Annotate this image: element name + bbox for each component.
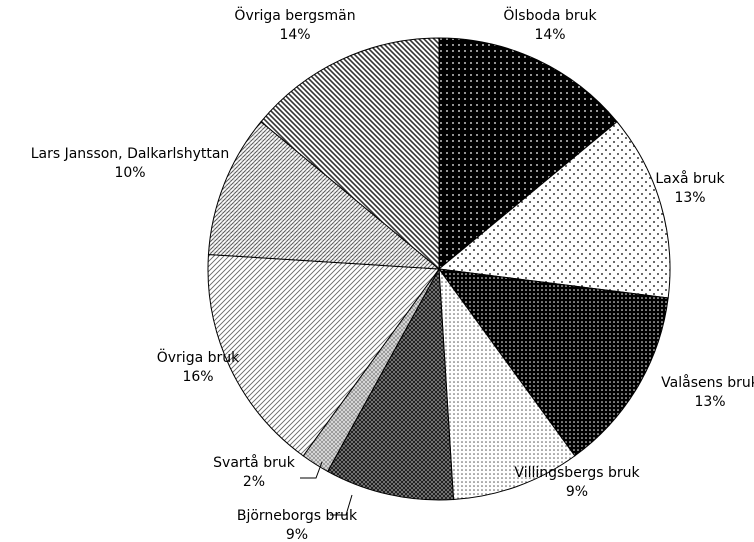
slice-percent: 14% — [279, 27, 310, 43]
slice-percent: 13% — [674, 190, 705, 206]
slice-label: Lars Jansson, Dalkarlshyttan — [31, 146, 230, 162]
slice-label: Övriga bergsmän — [234, 6, 355, 24]
slice-percent: 9% — [286, 527, 308, 542]
leader-line — [300, 461, 323, 479]
slice-label: Svartå bruk — [213, 454, 296, 471]
pie-slice — [437, 268, 669, 457]
leader-line — [330, 494, 353, 516]
slice-percent: 14% — [534, 27, 565, 43]
pie-slice — [207, 253, 440, 457]
slice-label: Övriga bruk — [157, 348, 240, 366]
slice-percent: 16% — [182, 369, 213, 385]
pie-slice — [207, 121, 441, 270]
slice-label: Villingsbergs bruk — [514, 465, 640, 481]
pie-slice — [438, 37, 618, 271]
slice-label: Ölsboda bruk — [503, 6, 597, 24]
slice-percent: 10% — [114, 165, 145, 181]
slice-label: Valåsens bruk — [661, 374, 754, 391]
slice-label: Björneborgs bruk — [237, 508, 358, 524]
slice-percent: 9% — [566, 484, 588, 500]
pie-slice — [260, 37, 440, 271]
pie-slice — [327, 267, 455, 501]
slice-label: Laxå bruk — [655, 170, 725, 187]
pie-slice — [438, 267, 576, 501]
pie-slice — [437, 121, 671, 299]
slice-percent: 2% — [243, 474, 265, 490]
slice-percent: 13% — [694, 394, 725, 410]
